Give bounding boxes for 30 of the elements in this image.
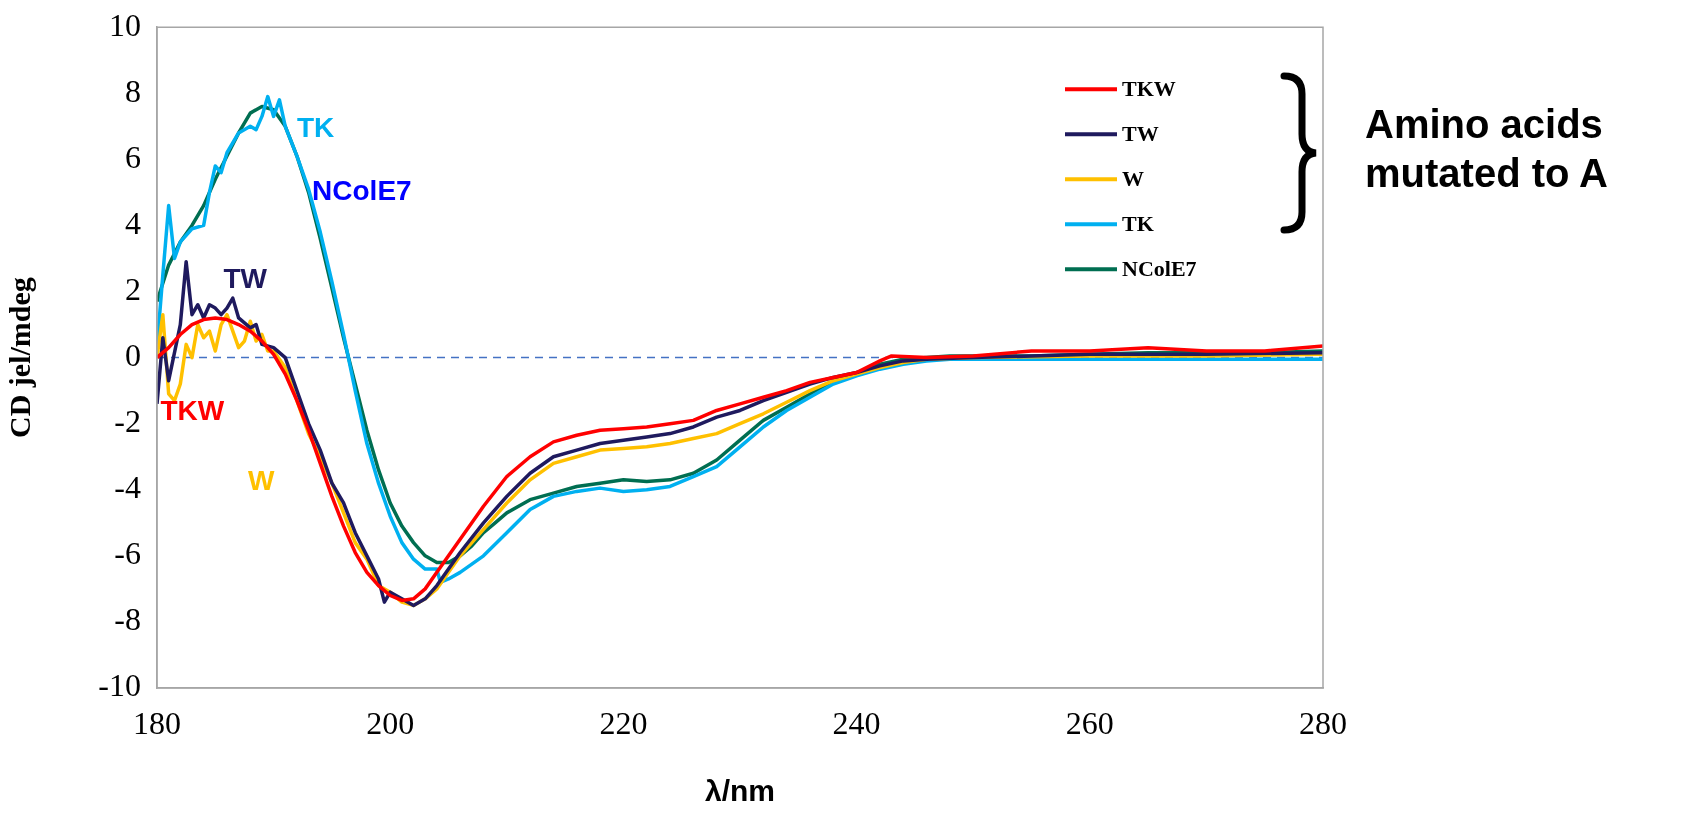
- annotation: W: [247, 464, 275, 496]
- y-tick-label: -6: [114, 535, 141, 572]
- x-tick-label: 200: [366, 704, 415, 741]
- y-tick-label: 6: [125, 138, 141, 175]
- legend-label: TK: [1122, 210, 1154, 236]
- y-tick-label: -10: [98, 667, 141, 704]
- y-tick-label: -4: [114, 469, 141, 506]
- text: Amino acids mutated to A: [1365, 101, 1609, 197]
- legend-label: NColE7: [1122, 255, 1197, 281]
- annotation: TKW: [160, 394, 225, 426]
- y-tick-label: 2: [125, 270, 141, 307]
- y-tick-label: 4: [125, 204, 141, 241]
- x-tick-label: 260: [1065, 704, 1114, 741]
- x-axis-title: λ/nm: [704, 774, 776, 808]
- y-tick-label: 8: [125, 72, 141, 109]
- legend-label: TKW: [1122, 75, 1176, 101]
- x-tick-label: 280: [1299, 704, 1347, 741]
- y-tick-label: 0: [125, 337, 141, 374]
- annotation: TW: [223, 263, 268, 295]
- x-tick-label: 240: [832, 704, 881, 741]
- annotation: NColE7: [312, 175, 412, 207]
- y-axis-title: CD jel/mdeg: [2, 277, 36, 438]
- y-tick-label: -2: [114, 403, 141, 440]
- x-tick-label: 220: [599, 704, 648, 741]
- y-tick-label: -8: [114, 601, 141, 638]
- legend-label: TW: [1122, 120, 1159, 146]
- legend-label: W: [1122, 165, 1144, 191]
- annotation: TK: [296, 112, 335, 144]
- y-tick-label: 10: [109, 6, 141, 43]
- x-tick-label: 180: [133, 704, 181, 741]
